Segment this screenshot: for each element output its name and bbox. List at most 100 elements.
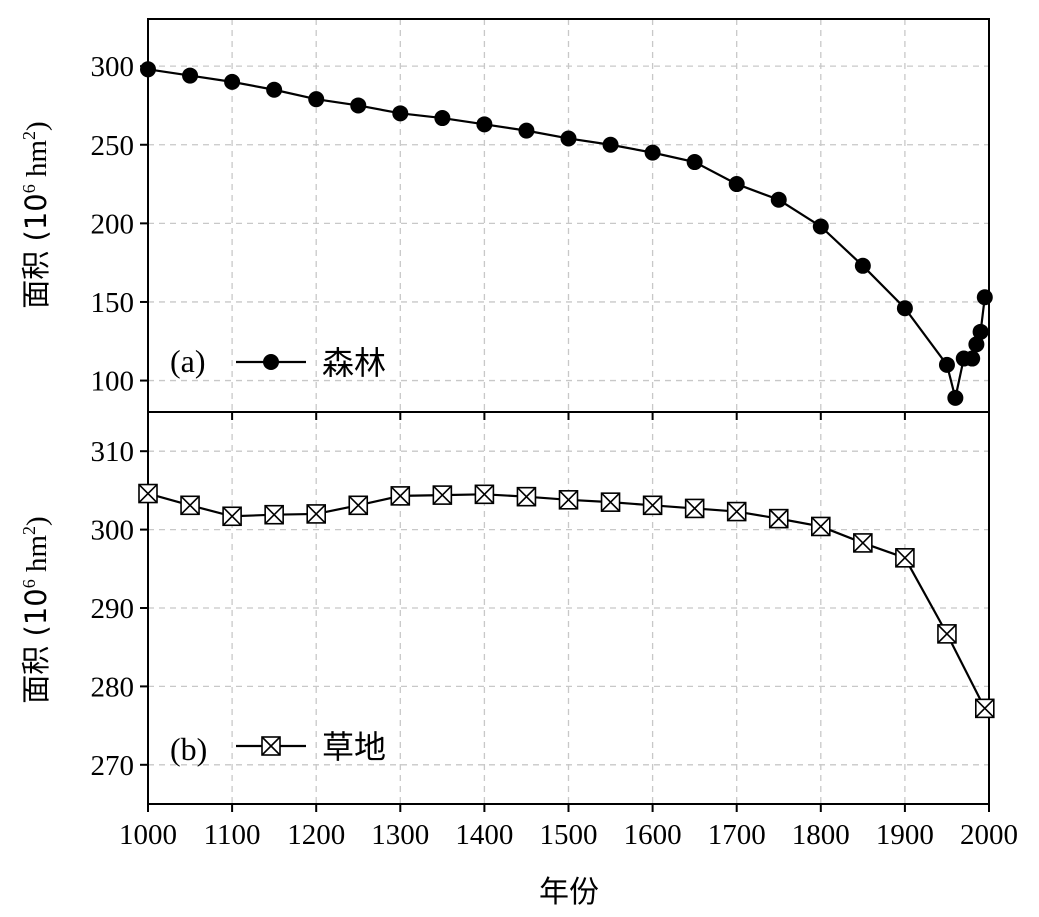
marker-diag xyxy=(516,487,537,507)
data-point xyxy=(432,485,453,505)
x-tick-label: 1000 xyxy=(119,819,177,851)
data-point xyxy=(770,191,787,208)
data-point xyxy=(138,483,158,504)
marker-diag xyxy=(348,495,368,515)
panel-a-ytick-label: 300 xyxy=(91,51,135,83)
marker-diag xyxy=(643,495,663,515)
marker-diag xyxy=(474,484,494,504)
marker-diag xyxy=(937,624,957,644)
data-point xyxy=(558,490,579,510)
x-tick-label: 2000 xyxy=(960,819,1018,851)
x-tick-label: 1400 xyxy=(455,819,513,851)
data-point xyxy=(392,105,409,122)
panel-b-label: (b) xyxy=(170,731,207,767)
data-point xyxy=(390,486,411,506)
data-point xyxy=(642,495,663,516)
x-tick-label: 1800 xyxy=(792,819,850,851)
data-point xyxy=(768,508,789,529)
data-point xyxy=(728,176,745,193)
data-point xyxy=(972,323,989,340)
marker-diag xyxy=(180,495,200,515)
panel-b-ytick-label: 300 xyxy=(91,515,135,547)
marker-diag xyxy=(769,509,789,529)
data-point xyxy=(684,498,705,519)
x-tick-label: 1700 xyxy=(708,819,766,851)
data-point xyxy=(560,130,577,147)
x-tick-label: 1600 xyxy=(624,819,682,851)
data-point xyxy=(518,122,535,139)
panel-b-ytick-label: 310 xyxy=(91,436,135,468)
marker-diag xyxy=(390,486,410,506)
x-tick-label: 1200 xyxy=(287,819,345,851)
data-point xyxy=(976,289,993,306)
marker-diag xyxy=(600,492,621,512)
panel-b-ytick-label: 270 xyxy=(91,750,135,782)
data-point xyxy=(938,356,955,373)
data-point xyxy=(854,257,871,274)
series xyxy=(138,61,995,719)
marker-diag xyxy=(222,506,242,526)
x-tick-label: 1100 xyxy=(204,819,261,851)
x-tick-label: 1300 xyxy=(371,819,429,851)
marker-diag xyxy=(685,498,705,518)
panel-a-ytick-label: 100 xyxy=(91,366,135,398)
panel-a-ytick-label: 250 xyxy=(91,130,135,162)
data-point xyxy=(853,533,873,553)
legend-marker xyxy=(263,354,279,370)
data-point xyxy=(434,110,451,127)
panel-b-ytick-label: 280 xyxy=(91,671,135,703)
data-point xyxy=(726,501,747,522)
data-point xyxy=(964,350,981,367)
marker-diag xyxy=(306,504,326,524)
data-point xyxy=(600,492,621,512)
marker-diag xyxy=(811,516,831,537)
legend-label: 森林 xyxy=(322,344,386,382)
data-point xyxy=(974,698,995,719)
panel-b-ylabel: 面积 (106 hm2) xyxy=(19,516,53,703)
panel-a-ytick-label: 150 xyxy=(91,287,135,319)
marker-diag xyxy=(432,485,452,505)
data-point xyxy=(644,144,661,161)
data-point xyxy=(474,484,495,505)
axes: 100 150 200 250 300 270 280 290 300 310 1000 1100 12… xyxy=(91,51,1019,851)
data-point xyxy=(810,516,831,537)
data-point xyxy=(476,116,493,133)
data-point xyxy=(306,504,327,524)
x-axis-label: 年份 xyxy=(539,875,599,910)
marker-diag xyxy=(853,533,873,553)
data-point xyxy=(516,486,537,507)
marker-diag xyxy=(895,548,915,568)
marker-diag xyxy=(727,502,747,522)
marker-diag xyxy=(558,490,579,510)
data-point xyxy=(896,300,913,317)
data-point xyxy=(266,81,283,98)
data-point xyxy=(224,73,241,90)
data-point xyxy=(222,506,242,527)
data-point xyxy=(264,504,284,525)
marker-diag xyxy=(138,483,158,504)
data-point xyxy=(180,495,200,516)
marker-diag xyxy=(975,698,995,718)
marker-diag xyxy=(261,736,281,756)
data-point xyxy=(602,136,619,153)
data-point xyxy=(182,67,199,84)
data-point xyxy=(947,389,964,406)
marker-diag xyxy=(264,505,284,525)
x-tick-label: 1500 xyxy=(540,819,598,851)
data-point xyxy=(968,336,985,353)
series-line-森林 xyxy=(147,68,986,399)
data-point xyxy=(812,218,829,235)
panel-a-ytick-label: 200 xyxy=(91,208,135,240)
series-line-草地 xyxy=(147,492,986,709)
data-point xyxy=(937,624,957,644)
panel-b-ytick-label: 290 xyxy=(91,593,135,625)
data-point xyxy=(348,495,369,516)
data-point xyxy=(308,91,325,108)
data-point xyxy=(350,97,367,114)
x-tick-label: 1900 xyxy=(876,819,934,851)
data-point xyxy=(895,548,915,568)
data-point xyxy=(686,154,703,171)
legend-label: 草地 xyxy=(322,728,386,766)
